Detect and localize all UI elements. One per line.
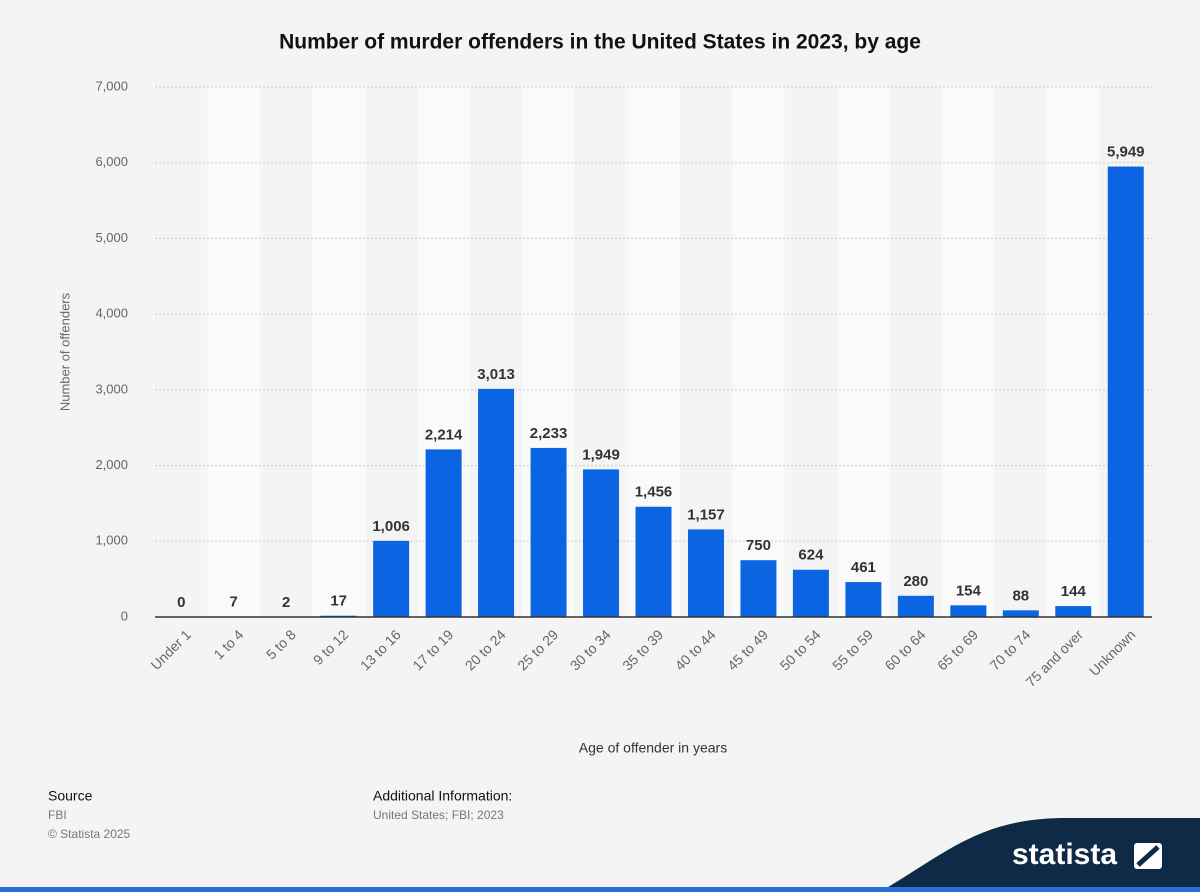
value-label: 1,157 <box>687 506 725 523</box>
y-tick-label: 6,000 <box>95 154 128 169</box>
value-label: 2,233 <box>530 425 568 442</box>
band <box>312 87 365 617</box>
value-label: 154 <box>956 582 982 599</box>
bar <box>373 540 410 617</box>
bar <box>1055 606 1092 617</box>
value-label: 2,214 <box>425 426 463 443</box>
y-tick-label: 2,000 <box>95 457 128 472</box>
bar <box>478 388 515 617</box>
bar <box>530 447 567 617</box>
bar <box>845 582 882 617</box>
info-title: Additional Information: <box>373 788 512 804</box>
band <box>732 87 785 617</box>
bar <box>1107 166 1144 617</box>
x-axis-title: Age of offender in years <box>579 740 727 756</box>
band <box>942 87 995 617</box>
logo-background <box>880 818 1200 892</box>
band <box>207 87 260 617</box>
value-label: 461 <box>851 559 876 576</box>
logo: statista <box>1012 838 1117 871</box>
bar <box>792 569 829 617</box>
value-label: 17 <box>330 593 347 610</box>
value-label: 280 <box>903 573 928 590</box>
bar <box>950 605 987 617</box>
bar <box>1002 610 1039 617</box>
y-axis-title: Number of offenders <box>57 292 72 411</box>
logo-icon <box>1134 843 1162 869</box>
y-tick-label: 3,000 <box>95 381 128 396</box>
band <box>837 87 890 617</box>
value-label: 3,013 <box>477 366 515 383</box>
chart-title: Number of murder offenders in the United… <box>279 31 921 54</box>
value-label: 88 <box>1012 587 1029 604</box>
bar <box>897 595 934 617</box>
value-label: 2 <box>282 594 290 611</box>
bar <box>425 449 462 617</box>
source-title: Source <box>48 788 93 804</box>
y-tick-label: 5,000 <box>95 230 128 245</box>
value-label: 1,006 <box>372 518 410 535</box>
source: FBI <box>48 808 67 822</box>
y-tick-label: 4,000 <box>95 306 128 321</box>
value-label: 5,949 <box>1107 144 1145 161</box>
value-label: 0 <box>177 594 185 611</box>
value-label: 144 <box>1061 583 1087 600</box>
y-tick-label: 7,000 <box>95 78 128 93</box>
info: United States; FBI; 2023 <box>373 808 504 822</box>
y-tick-label: 1,000 <box>95 533 128 548</box>
bar <box>740 560 777 617</box>
value-label: 624 <box>798 547 824 564</box>
value-label: 1,456 <box>635 484 673 501</box>
value-label: 750 <box>746 537 771 554</box>
bar <box>583 469 620 617</box>
bar <box>635 506 672 617</box>
band <box>1047 87 1100 617</box>
bottom-bar <box>0 887 1200 892</box>
bar <box>687 529 724 617</box>
value-label: 7 <box>230 593 238 610</box>
copyright: © Statista 2025 <box>48 827 131 841</box>
value-label: 1,949 <box>582 446 620 463</box>
y-tick-label: 0 <box>121 608 128 623</box>
